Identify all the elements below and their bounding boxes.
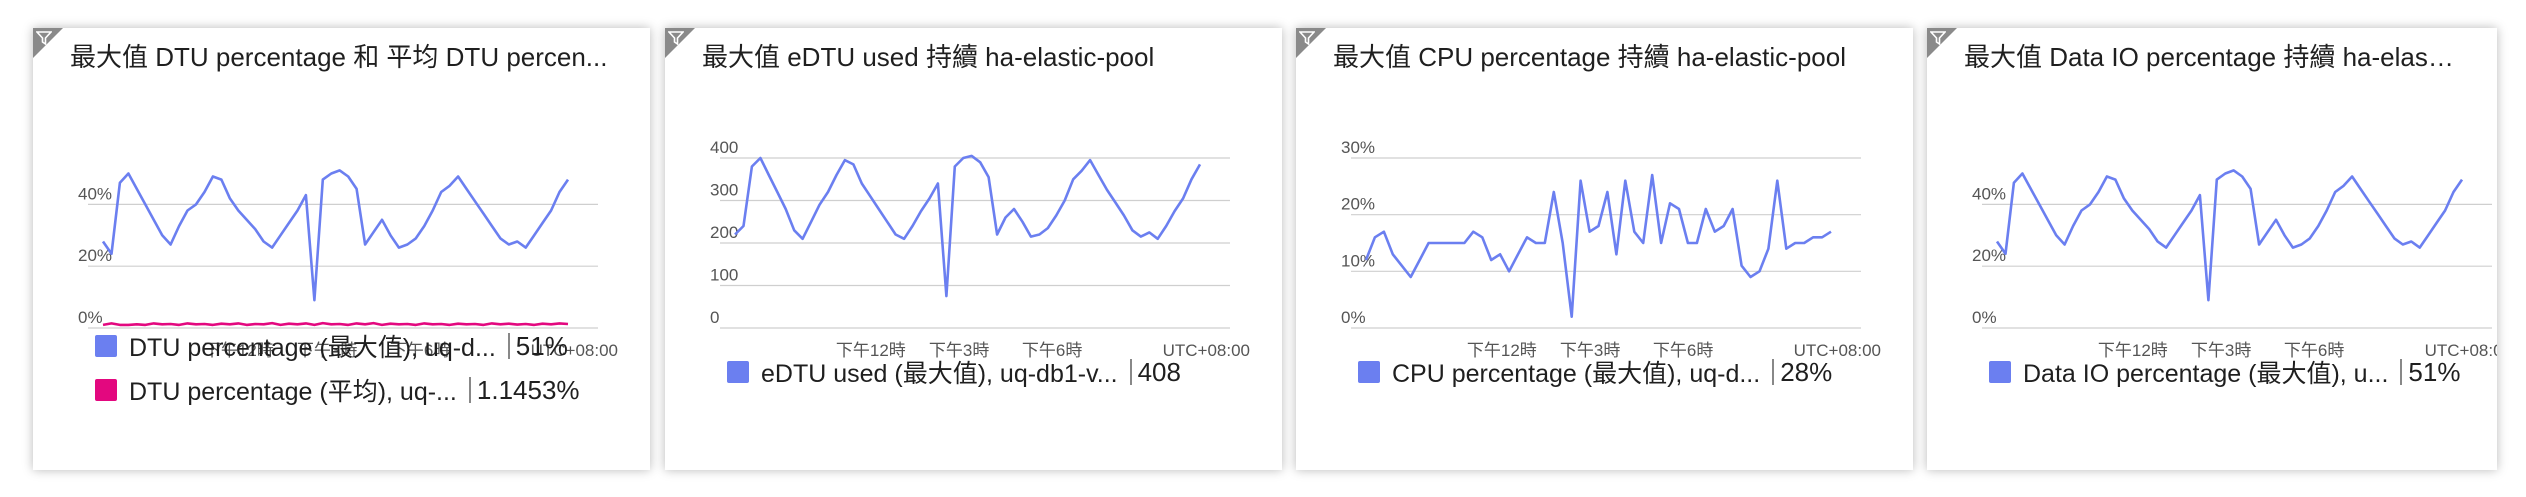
legend-value: 51% xyxy=(2408,356,2461,387)
x-tick-label: 下午12時 xyxy=(2098,341,2168,360)
y-tick-label: 100 xyxy=(710,266,738,285)
filter-icon[interactable] xyxy=(665,28,695,58)
legend-item[interactable]: DTU percentage (最大值), uq-d... 51% xyxy=(95,328,568,364)
y-tick-label: 40% xyxy=(1972,184,2006,203)
timezone-label: UTC+08:00 xyxy=(1794,341,1881,360)
series-line xyxy=(102,321,569,327)
legend-item[interactable]: Data IO percentage (最大值), u... 51% xyxy=(1989,354,2460,390)
y-tick-label: 40% xyxy=(78,184,112,203)
legend-separator xyxy=(2400,359,2403,385)
legend-value: 1.1453% xyxy=(476,374,580,405)
y-tick-label: 0% xyxy=(1341,308,1366,327)
x-tick-label: 下午6時 xyxy=(390,341,450,360)
series-line xyxy=(1995,169,2464,302)
legend-label: Data IO percentage (最大值), u... xyxy=(2023,360,2389,388)
series-line xyxy=(734,154,1202,298)
x-tick-label: 下午3時 xyxy=(929,341,989,360)
metric-tile[interactable]: 最大值 Data IO percentage 持續 ha-elastic-...… xyxy=(1927,28,2497,470)
legend-value: 28% xyxy=(1780,356,1833,387)
legend-label: DTU percentage (最大值), uq-d... xyxy=(129,334,496,362)
x-tick-label: 下午12時 xyxy=(204,341,274,360)
y-tick-label: 20% xyxy=(1341,195,1375,214)
legend-item[interactable]: CPU percentage (最大值), uq-d... 28% xyxy=(1358,354,1832,390)
legend-value: 408 xyxy=(1137,356,1181,387)
line-chart: 0% 20% 40% 下午12時 下午3時 下午6時 UTC+08:00 xyxy=(78,169,618,360)
tile-title[interactable]: 最大值 DTU percentage 和 平均 DTU percen... xyxy=(70,42,608,72)
filter-icon[interactable] xyxy=(1296,28,1326,58)
y-tick-label: 0% xyxy=(1972,308,1997,327)
legend-swatch xyxy=(1358,361,1380,383)
legend-label: eDTU used (最大值), uq-db1-v... xyxy=(761,360,1118,388)
y-tick-label: 30% xyxy=(1341,138,1375,157)
y-tick-label: 20% xyxy=(78,246,112,265)
metric-tile[interactable]: 最大值 CPU percentage 持續 ha-elastic-pool 0% 1… xyxy=(1296,28,1913,470)
tile-title[interactable]: 最大值 CPU percentage 持續 ha-elastic-pool xyxy=(1333,42,1846,72)
legend-label: DTU percentage (平均), uq-... xyxy=(129,378,457,406)
legend-separator xyxy=(1129,359,1132,385)
series-line xyxy=(101,169,570,302)
x-tick-label: 下午6時 xyxy=(1653,341,1713,360)
legend-label: CPU percentage (最大值), uq-d... xyxy=(1392,360,1761,388)
line-chart: 0% 20% 40% 下午12時 下午3時 下午6時 UTC+08:00 xyxy=(1972,169,2497,360)
y-tick-label: 300 xyxy=(710,181,738,200)
metric-tile[interactable]: 最大值 eDTU used 持續 ha-elastic-pool 0 100 200 3… xyxy=(665,28,1282,470)
y-tick-label: 0 xyxy=(710,308,719,327)
legend-swatch xyxy=(1989,361,2011,383)
x-tick-label: 下午6時 xyxy=(2284,341,2344,360)
legend-swatch xyxy=(95,379,117,401)
x-tick-label: 下午3時 xyxy=(2191,341,2251,360)
legend-item[interactable]: DTU percentage (平均), uq-... 1.1453% xyxy=(95,372,580,408)
tile-title[interactable]: 最大值 eDTU used 持續 ha-elastic-pool xyxy=(702,42,1155,72)
y-tick-label: 200 xyxy=(710,223,738,242)
timezone-label: UTC+08:00 xyxy=(531,341,618,360)
legend-swatch xyxy=(95,335,117,357)
timezone-label: UTC+08:00 xyxy=(2425,341,2497,360)
x-tick-label: 下午3時 xyxy=(297,341,357,360)
metric-tile[interactable]: 最大值 DTU percentage 和 平均 DTU percen... 0% 2… xyxy=(33,28,650,470)
y-tick-label: 400 xyxy=(710,138,738,157)
legend-value: 51% xyxy=(515,330,568,361)
legend-swatch xyxy=(727,361,749,383)
legend-separator xyxy=(1772,359,1775,385)
x-tick-label: 下午3時 xyxy=(1560,341,1620,360)
line-chart: 0% 10% 20% 30% 下午12時 下午3時 下午6時 UTC+08:00 xyxy=(1341,138,1881,360)
y-tick-label: 20% xyxy=(1972,246,2006,265)
legend-item[interactable]: eDTU used (最大值), uq-db1-v... 408 xyxy=(727,354,1181,390)
tile-title[interactable]: 最大值 Data IO percentage 持續 ha-elastic-... xyxy=(1964,42,2457,72)
legend-separator xyxy=(507,333,510,359)
timezone-label: UTC+08:00 xyxy=(1163,341,1250,360)
filter-icon[interactable] xyxy=(33,28,63,58)
x-tick-label: 下午6時 xyxy=(1022,341,1082,360)
x-tick-label: 下午12時 xyxy=(1467,341,1537,360)
legend-separator xyxy=(468,377,471,403)
y-tick-label: 10% xyxy=(1341,251,1375,270)
line-chart: 0 100 200 300 400 下午12時 下午3時 下午6時 UTC+08:00 xyxy=(710,138,1250,360)
series-line xyxy=(1364,173,1832,318)
y-tick-label: 0% xyxy=(78,308,103,327)
filter-icon[interactable] xyxy=(1927,28,1957,58)
x-tick-label: 下午12時 xyxy=(836,341,906,360)
